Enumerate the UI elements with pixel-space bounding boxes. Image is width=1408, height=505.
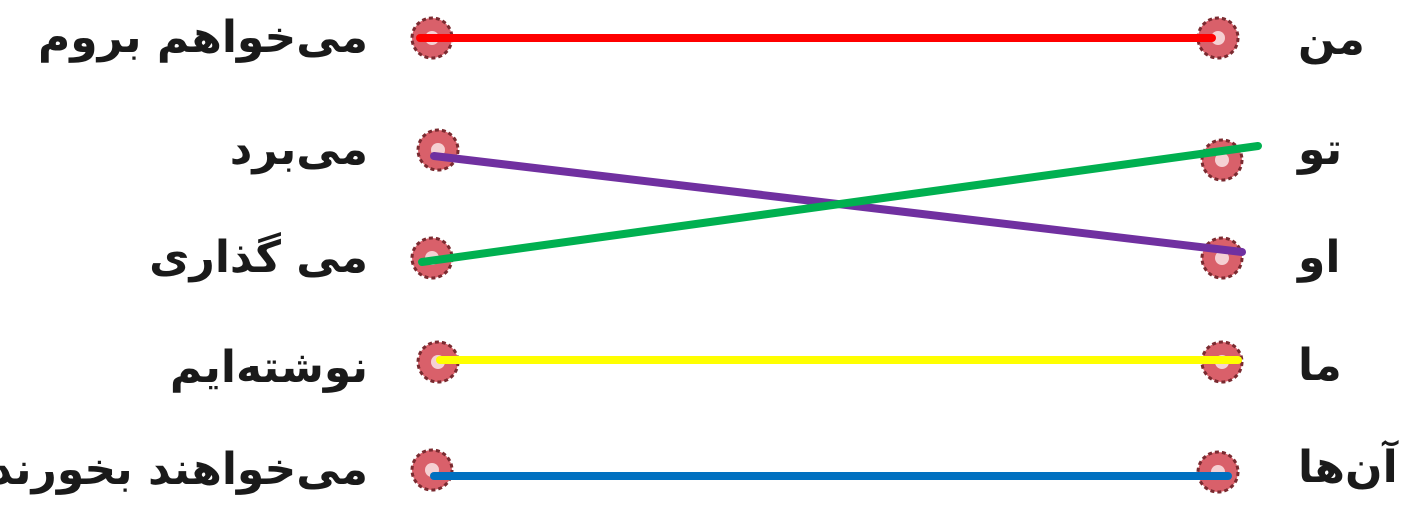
right-dot-1 [1196,16,1240,60]
connection-line-3 [418,142,1262,266]
left-word-1: می‌خواهم بروم [38,12,368,63]
left-dot-5 [410,448,454,492]
left-word-5: می‌خواهند بخورند [0,444,368,495]
left-word-3: می گذاری [149,232,368,283]
right-word-3: او [1298,232,1341,283]
right-word-1: من [1298,14,1365,65]
left-word-2: می‌برد [229,124,368,175]
right-word-5: آن‌ها [1298,442,1398,493]
left-dot-2 [416,128,460,172]
left-word-4: نوشته‌ایم [169,342,368,393]
right-word-4: ما [1298,340,1342,391]
right-word-2: تو [1298,124,1343,175]
